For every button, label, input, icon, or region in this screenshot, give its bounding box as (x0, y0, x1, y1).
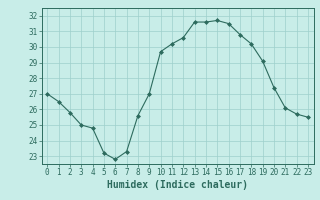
X-axis label: Humidex (Indice chaleur): Humidex (Indice chaleur) (107, 180, 248, 190)
